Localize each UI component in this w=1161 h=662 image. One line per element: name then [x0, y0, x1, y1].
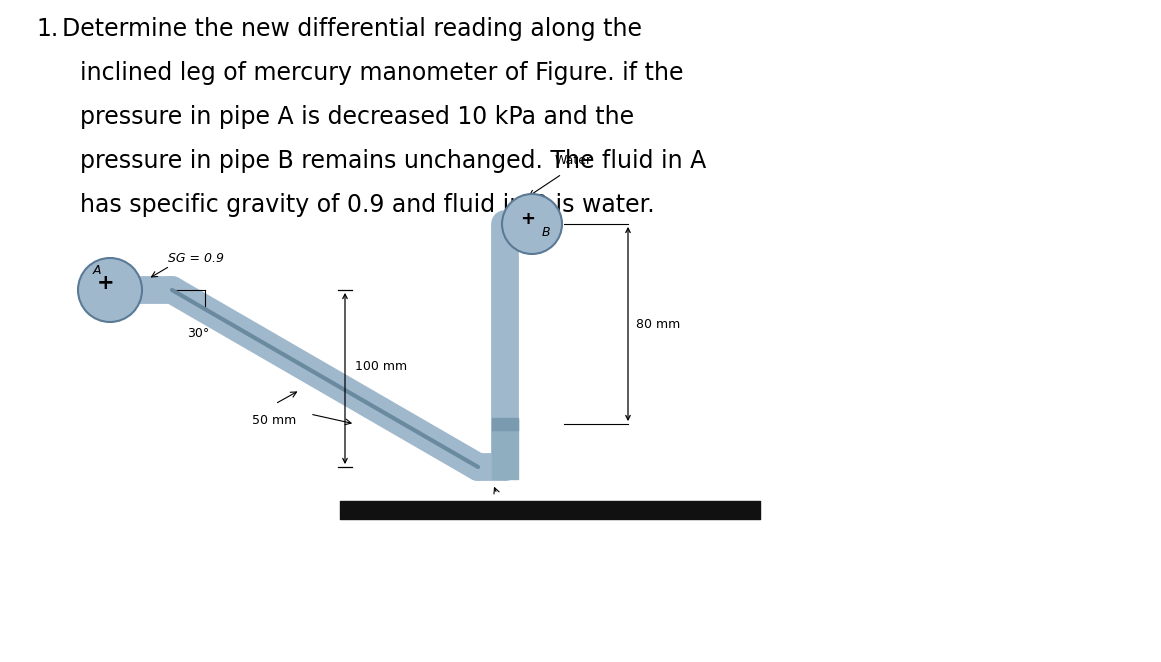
Text: has specific gravity of 0.9 and fluid in B is water.: has specific gravity of 0.9 and fluid in…: [80, 193, 655, 217]
Text: A: A: [93, 263, 101, 277]
Text: 30°: 30°: [187, 327, 209, 340]
Text: +: +: [520, 210, 535, 228]
Text: Determine the new differential reading along the: Determine the new differential reading a…: [62, 17, 642, 41]
Text: pressure in pipe A is decreased 10 kPa and the: pressure in pipe A is decreased 10 kPa a…: [80, 105, 634, 129]
Text: Mercury: Mercury: [488, 500, 539, 513]
Circle shape: [78, 258, 142, 322]
Text: B: B: [542, 226, 550, 238]
Text: Water: Water: [555, 154, 592, 167]
Circle shape: [502, 194, 562, 254]
Text: pressure in pipe B remains unchanged. The fluid in A: pressure in pipe B remains unchanged. Th…: [80, 149, 706, 173]
Text: SG = 0.9: SG = 0.9: [168, 252, 224, 265]
Text: 100 mm: 100 mm: [355, 360, 408, 373]
Text: 80 mm: 80 mm: [636, 318, 680, 330]
Text: inclined leg of mercury manometer of Figure. if the: inclined leg of mercury manometer of Fig…: [80, 61, 684, 85]
Text: 50 mm: 50 mm: [252, 414, 296, 427]
Text: +: +: [98, 273, 115, 293]
Text: 1.: 1.: [36, 17, 58, 41]
